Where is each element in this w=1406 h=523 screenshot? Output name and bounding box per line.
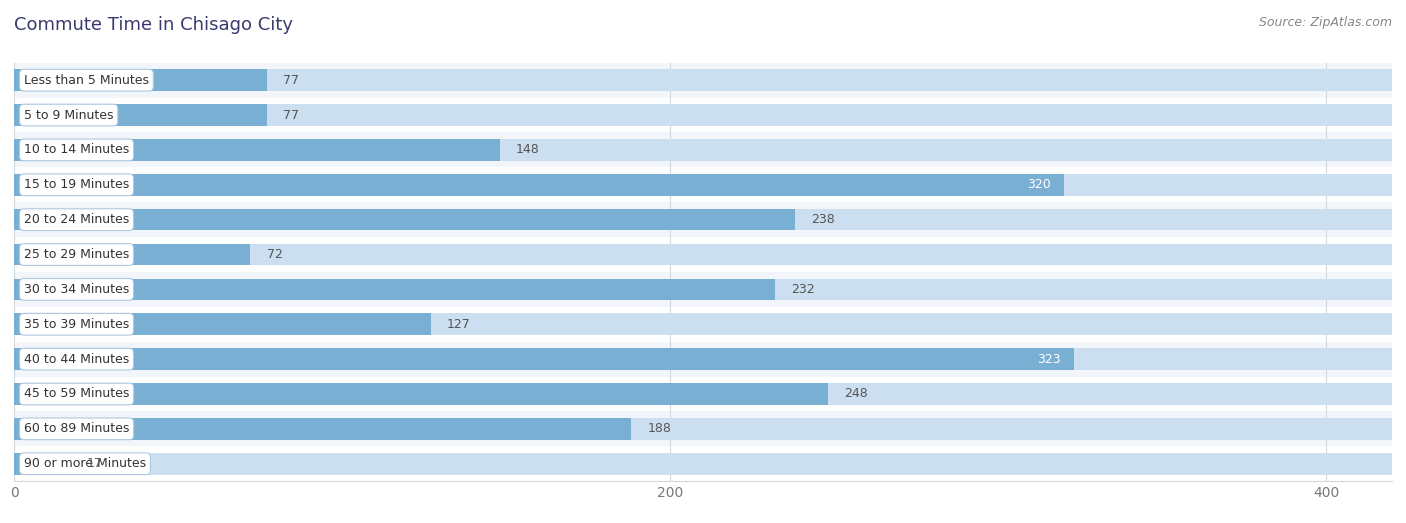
Bar [14, 209, 1392, 231]
Bar [14, 70, 267, 91]
Bar [14, 348, 1392, 370]
Bar [14, 307, 1392, 342]
Bar [14, 167, 1392, 202]
Text: 40 to 44 Minutes: 40 to 44 Minutes [24, 353, 129, 366]
Bar [14, 104, 267, 126]
Text: 320: 320 [1026, 178, 1050, 191]
Text: 25 to 29 Minutes: 25 to 29 Minutes [24, 248, 129, 261]
Bar [14, 383, 1392, 405]
Bar [14, 418, 631, 440]
Text: Source: ZipAtlas.com: Source: ZipAtlas.com [1258, 16, 1392, 29]
Bar [14, 174, 1392, 196]
Text: 35 to 39 Minutes: 35 to 39 Minutes [24, 318, 129, 331]
Text: 60 to 89 Minutes: 60 to 89 Minutes [24, 423, 129, 435]
Bar [14, 98, 1392, 132]
Text: 77: 77 [283, 109, 299, 121]
Bar [14, 139, 1392, 161]
Bar [14, 244, 250, 265]
Text: 5 to 9 Minutes: 5 to 9 Minutes [24, 109, 114, 121]
Bar [14, 377, 1392, 412]
Bar [14, 244, 1392, 265]
Text: 72: 72 [267, 248, 283, 261]
Text: 30 to 34 Minutes: 30 to 34 Minutes [24, 283, 129, 296]
Bar [14, 383, 828, 405]
Text: 90 or more Minutes: 90 or more Minutes [24, 457, 146, 470]
Bar [14, 279, 775, 300]
Bar [14, 70, 1392, 91]
Text: 20 to 24 Minutes: 20 to 24 Minutes [24, 213, 129, 226]
Text: 323: 323 [1038, 353, 1060, 366]
Text: 127: 127 [447, 318, 471, 331]
Bar [14, 313, 430, 335]
Text: 17: 17 [86, 457, 103, 470]
Bar [14, 272, 1392, 307]
Bar [14, 453, 70, 474]
Bar [14, 202, 1392, 237]
Bar [14, 453, 1392, 474]
Text: 10 to 14 Minutes: 10 to 14 Minutes [24, 143, 129, 156]
Text: 77: 77 [283, 74, 299, 87]
Bar [14, 139, 499, 161]
Text: 248: 248 [844, 388, 868, 401]
Bar [14, 342, 1392, 377]
Bar [14, 132, 1392, 167]
Text: 238: 238 [811, 213, 835, 226]
Text: 188: 188 [647, 423, 671, 435]
Bar [14, 279, 1392, 300]
Bar [14, 209, 794, 231]
Bar [14, 446, 1392, 481]
Text: 15 to 19 Minutes: 15 to 19 Minutes [24, 178, 129, 191]
Bar [14, 412, 1392, 446]
Text: Commute Time in Chisago City: Commute Time in Chisago City [14, 16, 292, 33]
Text: 148: 148 [516, 143, 540, 156]
Bar [14, 104, 1392, 126]
Bar [14, 313, 1392, 335]
Bar [14, 174, 1064, 196]
Bar [14, 348, 1074, 370]
Text: Less than 5 Minutes: Less than 5 Minutes [24, 74, 149, 87]
Bar [14, 237, 1392, 272]
Bar [14, 418, 1392, 440]
Text: 45 to 59 Minutes: 45 to 59 Minutes [24, 388, 129, 401]
Bar [14, 63, 1392, 98]
Text: 232: 232 [792, 283, 815, 296]
